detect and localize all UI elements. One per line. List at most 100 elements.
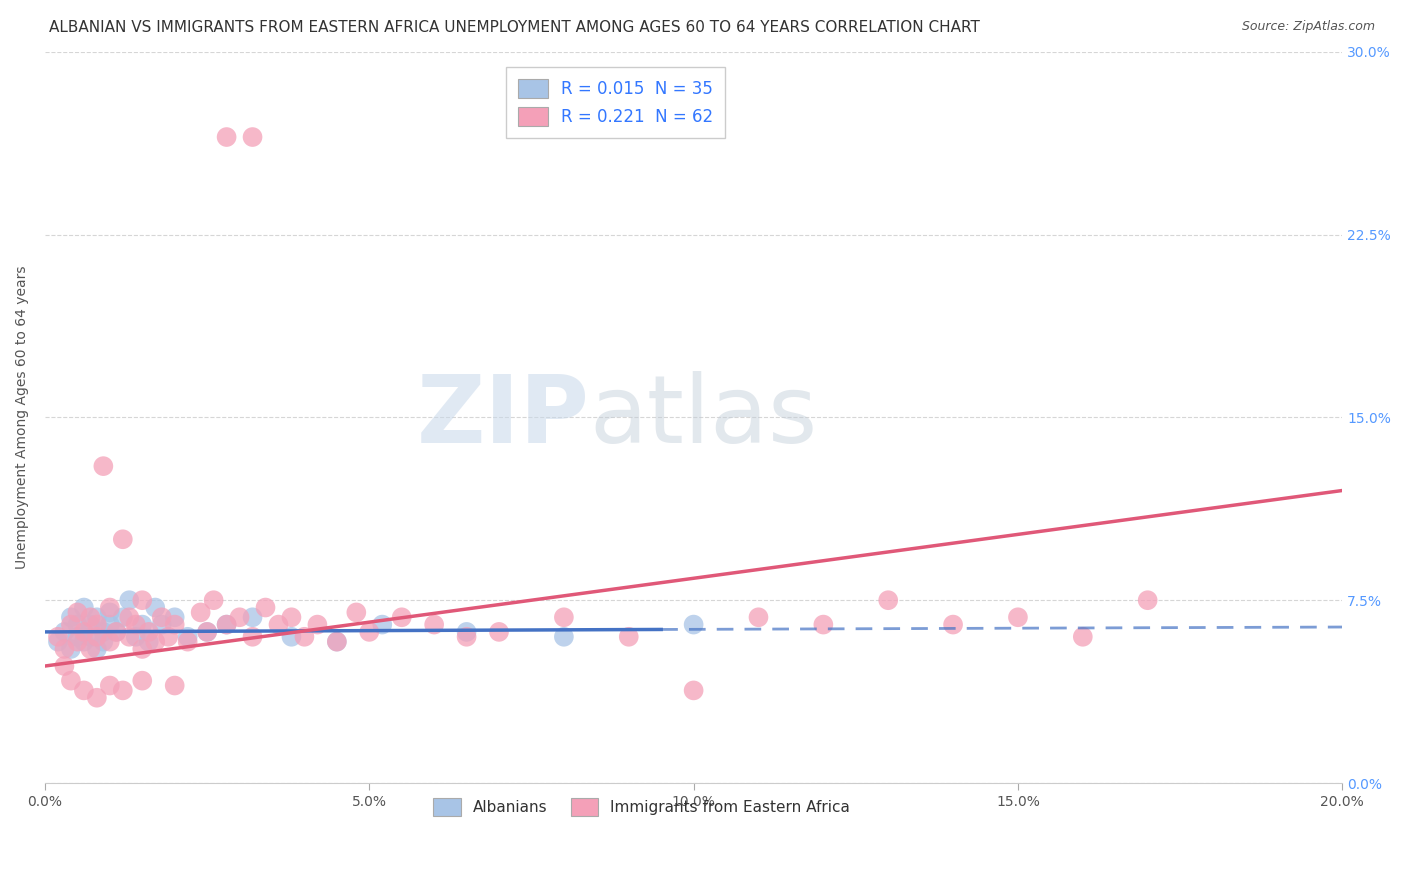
Point bbox=[111, 683, 134, 698]
Point bbox=[86, 630, 108, 644]
Text: atlas: atlas bbox=[591, 371, 818, 463]
Point bbox=[53, 659, 76, 673]
Point bbox=[195, 624, 218, 639]
Legend: Albanians, Immigrants from Eastern Africa: Albanians, Immigrants from Eastern Afric… bbox=[423, 788, 860, 827]
Point bbox=[66, 606, 89, 620]
Point bbox=[86, 610, 108, 624]
Point bbox=[66, 630, 89, 644]
Point bbox=[877, 593, 900, 607]
Point bbox=[280, 630, 302, 644]
Point bbox=[79, 630, 101, 644]
Text: Source: ZipAtlas.com: Source: ZipAtlas.com bbox=[1241, 20, 1375, 33]
Point bbox=[46, 630, 69, 644]
Point bbox=[66, 617, 89, 632]
Point bbox=[1136, 593, 1159, 607]
Point bbox=[59, 642, 82, 657]
Point bbox=[86, 690, 108, 705]
Point bbox=[73, 624, 96, 639]
Point bbox=[143, 600, 166, 615]
Y-axis label: Unemployment Among Ages 60 to 64 years: Unemployment Among Ages 60 to 64 years bbox=[15, 266, 30, 569]
Text: ALBANIAN VS IMMIGRANTS FROM EASTERN AFRICA UNEMPLOYMENT AMONG AGES 60 TO 64 YEAR: ALBANIAN VS IMMIGRANTS FROM EASTERN AFRI… bbox=[49, 20, 980, 35]
Point bbox=[280, 610, 302, 624]
Point bbox=[215, 617, 238, 632]
Point bbox=[98, 600, 121, 615]
Point bbox=[228, 610, 250, 624]
Point bbox=[98, 679, 121, 693]
Point bbox=[391, 610, 413, 624]
Point bbox=[195, 624, 218, 639]
Point bbox=[118, 610, 141, 624]
Point bbox=[131, 642, 153, 657]
Text: ZIP: ZIP bbox=[418, 371, 591, 463]
Point bbox=[53, 624, 76, 639]
Point bbox=[79, 610, 101, 624]
Point bbox=[105, 624, 128, 639]
Point bbox=[242, 610, 264, 624]
Point bbox=[267, 617, 290, 632]
Point bbox=[79, 617, 101, 632]
Point bbox=[326, 634, 349, 648]
Point bbox=[254, 600, 277, 615]
Point bbox=[46, 634, 69, 648]
Point bbox=[98, 634, 121, 648]
Point bbox=[202, 593, 225, 607]
Point bbox=[111, 533, 134, 547]
Point bbox=[138, 624, 160, 639]
Point bbox=[105, 624, 128, 639]
Point bbox=[111, 610, 134, 624]
Point bbox=[682, 617, 704, 632]
Point bbox=[326, 634, 349, 648]
Point bbox=[359, 624, 381, 639]
Point bbox=[163, 617, 186, 632]
Point bbox=[242, 130, 264, 145]
Point bbox=[59, 673, 82, 688]
Point bbox=[93, 624, 115, 639]
Point bbox=[682, 683, 704, 698]
Point bbox=[150, 610, 173, 624]
Point bbox=[215, 617, 238, 632]
Point bbox=[813, 617, 835, 632]
Point bbox=[176, 630, 198, 644]
Point bbox=[73, 683, 96, 698]
Point bbox=[98, 617, 121, 632]
Point bbox=[79, 642, 101, 657]
Point bbox=[53, 642, 76, 657]
Point bbox=[371, 617, 394, 632]
Point bbox=[86, 642, 108, 657]
Point bbox=[242, 630, 264, 644]
Point bbox=[488, 624, 510, 639]
Point bbox=[59, 610, 82, 624]
Point bbox=[190, 606, 212, 620]
Point bbox=[617, 630, 640, 644]
Point bbox=[125, 630, 148, 644]
Point bbox=[456, 630, 478, 644]
Point bbox=[1071, 630, 1094, 644]
Point bbox=[307, 617, 329, 632]
Point bbox=[150, 617, 173, 632]
Point bbox=[93, 634, 115, 648]
Point bbox=[1007, 610, 1029, 624]
Point bbox=[163, 610, 186, 624]
Point bbox=[344, 606, 367, 620]
Point bbox=[86, 617, 108, 632]
Point bbox=[118, 593, 141, 607]
Point bbox=[98, 606, 121, 620]
Point bbox=[294, 630, 316, 644]
Point bbox=[456, 624, 478, 639]
Point bbox=[59, 617, 82, 632]
Point bbox=[747, 610, 769, 624]
Point bbox=[131, 617, 153, 632]
Point bbox=[163, 679, 186, 693]
Point bbox=[553, 630, 575, 644]
Point bbox=[73, 634, 96, 648]
Point bbox=[73, 600, 96, 615]
Point bbox=[942, 617, 965, 632]
Point bbox=[125, 617, 148, 632]
Point bbox=[423, 617, 446, 632]
Point bbox=[66, 634, 89, 648]
Point bbox=[143, 634, 166, 648]
Point bbox=[176, 634, 198, 648]
Point bbox=[131, 673, 153, 688]
Point bbox=[215, 130, 238, 145]
Point bbox=[138, 634, 160, 648]
